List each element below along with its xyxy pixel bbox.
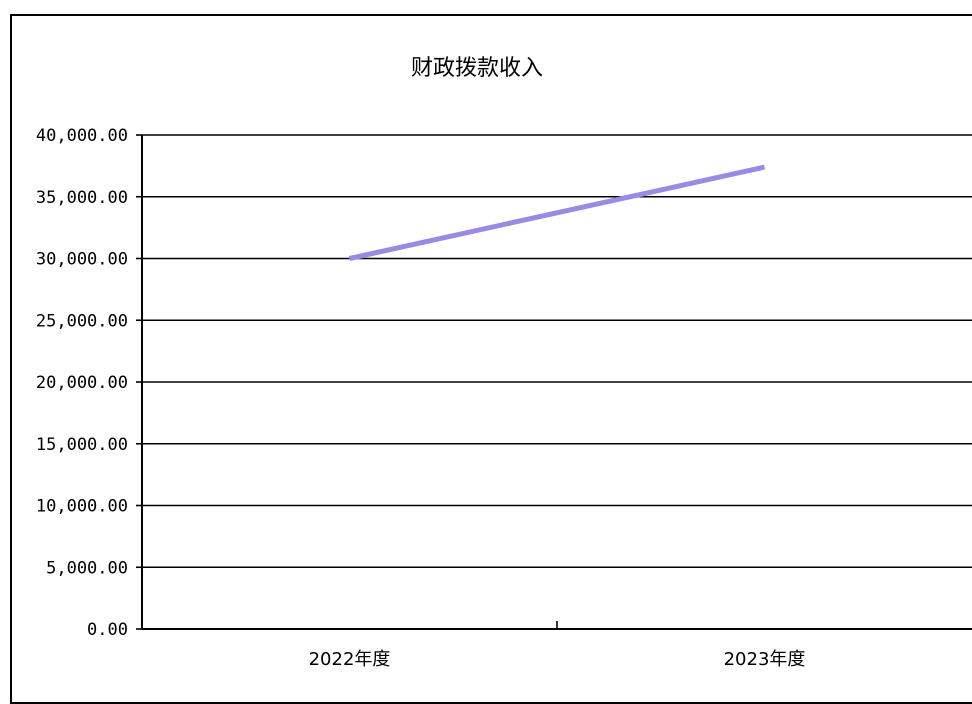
- y-tick-label: 20,000.00: [36, 373, 128, 393]
- series-line: [348, 164, 766, 261]
- y-axis-tick-labels: 0.00 5,000.00 10,000.00 15,000.00 20,000.00 2…: [36, 126, 128, 640]
- chart-frame: [10, 14, 972, 704]
- y-tick-label: 10,000.00: [36, 497, 128, 517]
- x-axis-tick-labels: 2022年度 2023年度: [309, 649, 806, 670]
- y-tick-label: 30,000.00: [36, 250, 128, 270]
- gridlines: [142, 134, 972, 630]
- y-tick-label: 15,000.00: [36, 435, 128, 455]
- x-tick-label: 2023年度: [724, 649, 806, 670]
- y-tick-label: 25,000.00: [36, 311, 128, 331]
- line-chart: 财政拨款收入 0.00 5,000.00 10,000.00 15,000.00 20,…: [36, 56, 972, 670]
- y-tick-label: 40,000.00: [36, 126, 128, 146]
- y-tick-label: 5,000.00: [46, 558, 128, 578]
- y-tick-label: 35,000.00: [36, 188, 128, 208]
- y-tick-label: 0.00: [87, 620, 128, 640]
- chart-title: 财政拨款收入: [411, 56, 543, 81]
- x-tick-label: 2022年度: [309, 649, 391, 670]
- series-lines: [348, 164, 766, 261]
- axes: [136, 134, 558, 630]
